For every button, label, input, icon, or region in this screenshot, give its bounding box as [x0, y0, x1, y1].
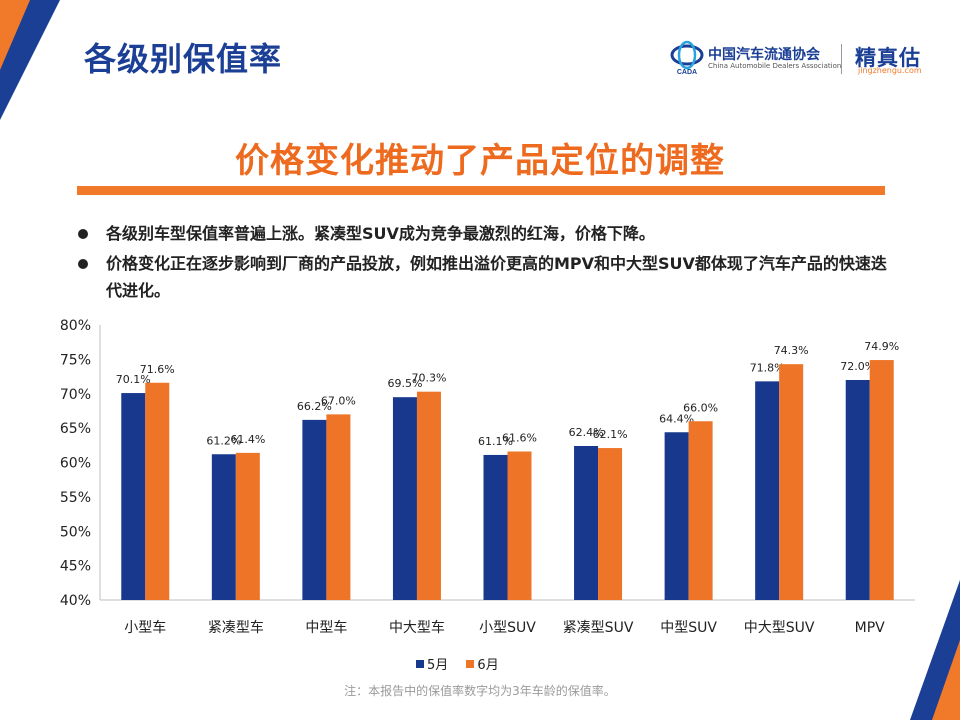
data-label: 64.4%: [659, 412, 694, 425]
bar: [845, 380, 870, 600]
data-label: 61.4%: [230, 433, 265, 446]
bar: [779, 364, 804, 600]
data-label: 69.5%: [387, 377, 422, 390]
legend-label: 6月: [477, 658, 499, 673]
y-tick-label: 40%: [60, 593, 91, 609]
y-tick-label: 75%: [60, 352, 91, 368]
legend-item-june: 6月: [466, 654, 499, 673]
cada-abbr: CADA: [677, 69, 697, 76]
data-label: 66.2%: [297, 400, 332, 413]
bar: [507, 451, 532, 600]
bar: [235, 452, 260, 600]
bar: [392, 397, 417, 600]
legend-item-may: 5月: [416, 654, 448, 673]
x-tick-label: 小型车: [124, 619, 166, 636]
data-label: 66.0%: [683, 401, 718, 414]
bullet-text: 价格变化正在逐步影响到厂商的产品投放，例如推出溢价更高的MPV和中大型SUV都体…: [106, 254, 887, 300]
data-label: 74.9%: [864, 340, 899, 353]
data-label: 61.6%: [502, 432, 537, 445]
legend-label: 5月: [427, 658, 449, 673]
bar: [121, 393, 146, 600]
bullet-item: 各级别车型保值率普遍上涨。紧凑型SUV成为竞争最激烈的红海，价格下降。: [76, 220, 896, 247]
headline-underline: [77, 186, 885, 195]
x-tick-label: 中大型SUV: [744, 620, 815, 636]
data-label: 70.1%: [116, 373, 151, 386]
footnote: 注：本报告中的保值率数字均为3年车龄的保值率。: [344, 684, 616, 698]
headline: 价格变化推动了产品定位的调整: [235, 141, 725, 181]
bar: [664, 432, 689, 600]
bar: [755, 381, 780, 600]
bar: [688, 421, 713, 600]
data-label: 62.1%: [593, 428, 628, 441]
brand-name: 精真估: [855, 46, 921, 70]
bar: [302, 419, 327, 600]
cada-english-name: China Automobile Dealers Association: [708, 62, 842, 70]
bar: [598, 448, 623, 600]
x-tick-label: 中型车: [305, 619, 347, 636]
bullet-text: 各级别车型保值率普遍上涨。紧凑型SUV成为竞争最激烈的红海，价格下降。: [106, 224, 655, 243]
bar: [483, 454, 508, 600]
data-label: 67.0%: [321, 394, 356, 407]
bar: [869, 360, 894, 600]
y-tick-label: 70%: [60, 387, 91, 403]
cada-logo: CADA 中国汽车流通协会 China Automobile Dealers A…: [668, 38, 843, 78]
y-tick-label: 80%: [60, 318, 91, 334]
legend-swatch-icon: [466, 660, 475, 668]
logo-divider: [841, 44, 842, 74]
bullet-dot-icon: [78, 229, 88, 239]
x-tick-label: 紧凑型SUV: [563, 619, 634, 636]
bullet-dot-icon: [78, 259, 88, 269]
corner-decoration-orange: [0, 0, 30, 70]
data-label: 71.6%: [140, 363, 175, 376]
data-label: 62.4%: [569, 426, 604, 439]
bar: [211, 454, 236, 600]
corner-decoration-orange-bottom: [932, 640, 960, 720]
data-label: 74.3%: [774, 344, 809, 357]
bullet-list: 各级别车型保值率普遍上涨。紧凑型SUV成为竞争最激烈的红海，价格下降。 价格变化…: [76, 220, 896, 307]
data-label: 70.3%: [411, 372, 446, 385]
page-title: 各级别保值率: [84, 40, 283, 78]
y-tick-label: 50%: [60, 524, 91, 540]
y-tick-label: 60%: [60, 456, 91, 472]
brand-url: jingzhengu.com: [858, 66, 922, 75]
cada-emblem-icon: CADA: [670, 40, 704, 76]
cada-name: 中国汽车流通协会: [708, 47, 820, 63]
data-label: 61.2%: [206, 434, 241, 447]
chart-legend: 5月 6月: [416, 654, 513, 673]
bar: [145, 382, 170, 600]
bullet-item: 价格变化正在逐步影响到厂商的产品投放，例如推出溢价更高的MPV和中大型SUV都体…: [76, 250, 896, 304]
legend-swatch-icon: [416, 660, 424, 668]
data-label: 71.8%: [750, 361, 785, 374]
bar: [574, 446, 599, 600]
y-tick-label: 45%: [60, 559, 91, 575]
y-tick-label: 65%: [60, 421, 91, 437]
data-label: 72.0%: [840, 360, 875, 373]
x-tick-label: MPV: [855, 620, 886, 636]
x-tick-label: 中大型车: [389, 619, 445, 636]
bar: [326, 414, 351, 600]
y-tick-label: 55%: [60, 490, 91, 506]
x-tick-label: 紧凑型车: [208, 619, 264, 636]
bar: [416, 391, 441, 600]
x-tick-label: 小型SUV: [479, 620, 536, 636]
data-label: 61.1%: [478, 435, 513, 448]
x-tick-label: 中型SUV: [660, 620, 717, 636]
